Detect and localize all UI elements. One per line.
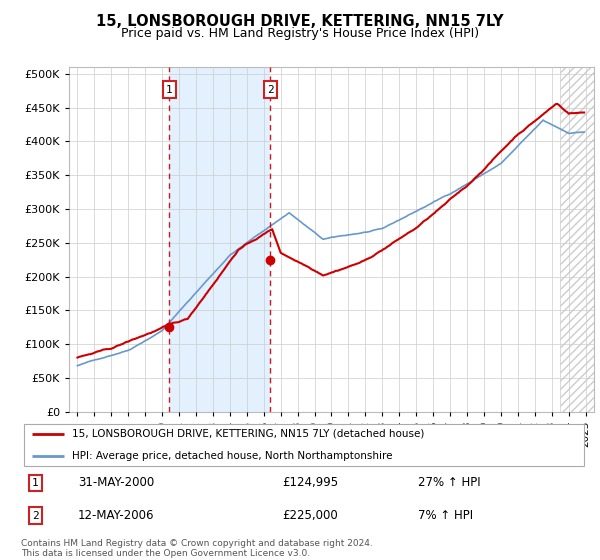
Text: Contains HM Land Registry data © Crown copyright and database right 2024.
This d: Contains HM Land Registry data © Crown c…	[21, 539, 373, 558]
Text: 1: 1	[166, 85, 173, 95]
Text: 31-MAY-2000: 31-MAY-2000	[78, 477, 154, 489]
Text: Price paid vs. HM Land Registry's House Price Index (HPI): Price paid vs. HM Land Registry's House …	[121, 27, 479, 40]
FancyBboxPatch shape	[24, 423, 584, 466]
Text: HPI: Average price, detached house, North Northamptonshire: HPI: Average price, detached house, Nort…	[72, 451, 392, 461]
Text: £225,000: £225,000	[282, 509, 338, 522]
Bar	[560, 67, 594, 412]
Bar	[169, 67, 270, 412]
Text: 12-MAY-2006: 12-MAY-2006	[78, 509, 154, 522]
Text: 27% ↑ HPI: 27% ↑ HPI	[418, 477, 481, 489]
Text: 2: 2	[266, 85, 274, 95]
Text: 2: 2	[32, 511, 38, 521]
Text: £124,995: £124,995	[282, 477, 338, 489]
Text: 7% ↑ HPI: 7% ↑ HPI	[418, 509, 473, 522]
Text: 1: 1	[32, 478, 38, 488]
Text: 15, LONSBOROUGH DRIVE, KETTERING, NN15 7LY: 15, LONSBOROUGH DRIVE, KETTERING, NN15 7…	[96, 14, 504, 29]
Text: 15, LONSBOROUGH DRIVE, KETTERING, NN15 7LY (detached house): 15, LONSBOROUGH DRIVE, KETTERING, NN15 7…	[72, 428, 424, 438]
